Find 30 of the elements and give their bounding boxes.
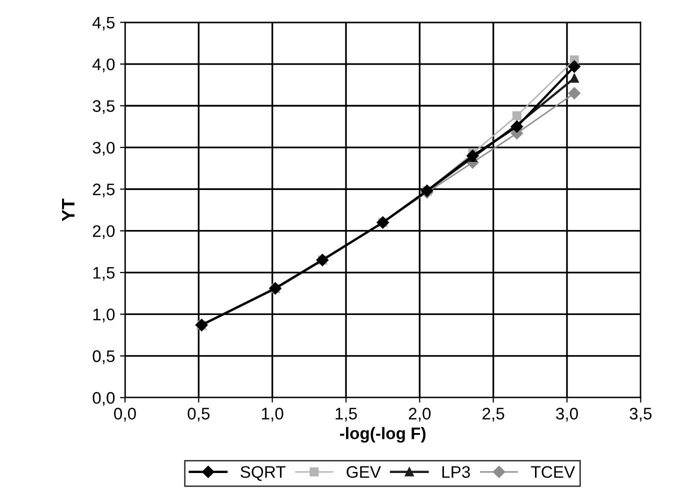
y-tick-label: 2,0 (92, 225, 115, 239)
y-tick-label: 0,0 (92, 392, 115, 406)
y-tick-label: 4,0 (92, 58, 115, 72)
y-tick-label: 0,5 (92, 350, 115, 364)
y-tick-label: 2,5 (92, 184, 115, 198)
point (568, 87, 580, 100)
point (466, 150, 479, 162)
point (568, 60, 580, 73)
y-tick-label: 4,5 (92, 16, 115, 31)
y-tick-label: 3,0 (92, 142, 115, 156)
x-tick-label: 2,5 (482, 408, 504, 422)
point (510, 120, 523, 133)
x-tick-label: 0,0 (114, 408, 136, 422)
x-tick-label: 0,5 (188, 408, 210, 422)
legend-label: LP3 (442, 466, 470, 478)
y-tick-label: 1,0 (93, 308, 115, 322)
x-tick-label: 3,0 (556, 408, 578, 422)
y-tick-label: 3,5 (92, 100, 115, 114)
x-tick-label: 2,0 (408, 408, 431, 422)
legend-label: GEV (346, 466, 381, 478)
y-axis-title: YT (62, 198, 74, 222)
y-tick-label: 1,5 (93, 267, 115, 281)
x-tick-label: 3,5 (630, 408, 652, 422)
point (570, 74, 579, 83)
x-tick-label: 1,5 (336, 408, 357, 422)
legend-label: SQRT (240, 466, 286, 481)
point (512, 111, 522, 120)
x-axis-title: -log(-log F) (340, 427, 426, 443)
x-tick-label: 1,0 (262, 408, 284, 422)
legend-label: TCEV (531, 466, 576, 478)
